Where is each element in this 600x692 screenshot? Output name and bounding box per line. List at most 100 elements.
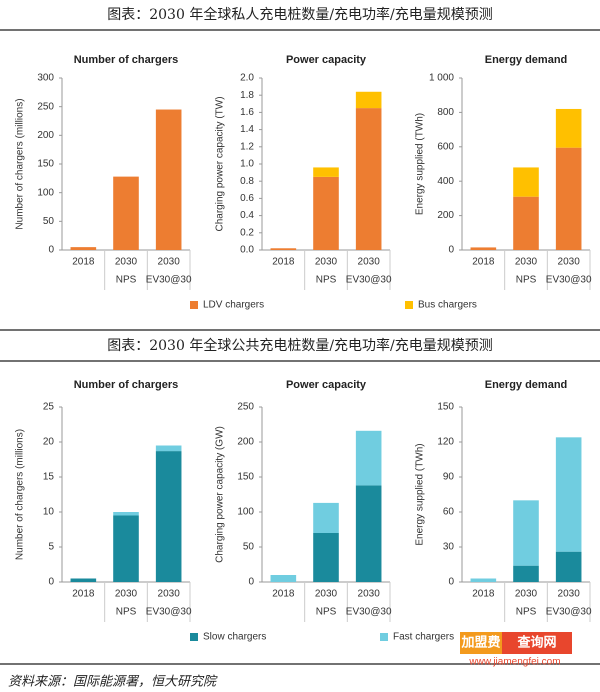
x-tick-label: 2018 [72, 589, 95, 600]
y-tick-label: 150 [37, 159, 54, 170]
x-tick-label: 2018 [72, 257, 95, 268]
y-tick-label: 0.6 [240, 193, 254, 204]
legend-label: LDV chargers [203, 300, 264, 311]
bar-segment [113, 512, 139, 516]
bar-segment [155, 445, 182, 452]
bar-segment [113, 515, 139, 582]
bar-segment [513, 196, 539, 250]
y-axis-label: Number of chargers (millions) [15, 429, 26, 560]
y-tick-label: 1.4 [240, 124, 254, 135]
bar-segment [513, 167, 539, 197]
bar-segment [555, 437, 582, 552]
y-tick-label: 150 [237, 472, 254, 483]
x-tick-label: 2030 [158, 589, 181, 600]
bar-segment [513, 500, 539, 566]
x-tick-label: EV30@30 [546, 275, 592, 286]
y-tick-label: 0.4 [240, 210, 254, 221]
x-tick-label: NPS [116, 275, 137, 286]
y-axis-label: Charging power capacity (GW) [215, 426, 226, 563]
y-tick-label: 100 [37, 187, 54, 198]
y-tick-label: 15 [43, 472, 55, 483]
x-tick-label: 2018 [472, 589, 495, 600]
x-tick-label: EV30@30 [146, 275, 192, 286]
x-tick-label: 2030 [315, 589, 338, 600]
y-axis-label: Charging power capacity (TW) [215, 96, 226, 231]
x-tick-label: 2030 [158, 257, 181, 268]
y-tick-label: 0 [248, 577, 254, 588]
x-tick-label: 2030 [315, 257, 338, 268]
watermark: 加盟费 [460, 634, 500, 649]
y-tick-label: 100 [237, 507, 254, 518]
bar-segment [555, 108, 582, 148]
bar-segment [355, 108, 382, 250]
y-tick-label: 0.0 [240, 245, 254, 256]
chart-title: Energy demand [485, 54, 568, 66]
y-tick-label: 0.8 [240, 176, 254, 187]
y-tick-label: 20 [43, 437, 55, 448]
bar-segment [313, 176, 339, 250]
y-tick-label: 0 [448, 577, 454, 588]
watermark: 查询网 [516, 634, 556, 649]
y-tick-label: 200 [437, 210, 454, 221]
watermark: www.jiamengfei.com [468, 657, 560, 668]
y-tick-label: 1.2 [240, 141, 254, 152]
x-tick-label: 2030 [558, 589, 581, 600]
bar-segment [355, 91, 382, 109]
y-tick-label: 250 [37, 101, 54, 112]
y-tick-label: 200 [237, 437, 254, 448]
bar-segment [113, 176, 139, 250]
legend-label: Slow chargers [203, 632, 266, 643]
watermark-box [460, 632, 502, 654]
y-axis-label: Energy supplied (TWh) [415, 113, 426, 215]
y-tick-label: 250 [237, 402, 254, 413]
y-tick-label: 0 [48, 577, 54, 588]
y-tick-label: 0 [448, 245, 454, 256]
y-tick-label: 1.6 [240, 107, 254, 118]
legend-swatch [190, 301, 198, 309]
bar-segment [155, 451, 182, 582]
x-tick-label: 2030 [515, 257, 538, 268]
x-tick-label: 2030 [358, 589, 381, 600]
y-tick-label: 1.0 [240, 159, 254, 170]
y-tick-label: 600 [437, 141, 454, 152]
chart-title: Power capacity [286, 54, 367, 66]
chart-title: Energy demand [485, 379, 568, 391]
y-tick-label: 0 [48, 245, 54, 256]
bar-segment [355, 430, 382, 486]
x-tick-label: NPS [116, 607, 137, 618]
bar-segment [70, 247, 97, 250]
y-tick-label: 10 [43, 507, 55, 518]
y-tick-label: 30 [443, 542, 455, 553]
bar-segment [313, 502, 339, 533]
x-tick-label: EV30@30 [346, 275, 392, 286]
y-tick-label: 60 [443, 507, 455, 518]
x-tick-label: NPS [516, 607, 537, 618]
bar-segment [270, 575, 297, 582]
y-tick-label: 1.8 [240, 90, 254, 101]
y-tick-label: 1 000 [429, 73, 454, 84]
x-tick-label: EV30@30 [346, 607, 392, 618]
x-tick-label: 2018 [472, 257, 495, 268]
legend-swatch [190, 633, 198, 641]
x-tick-label: 2018 [272, 257, 295, 268]
x-tick-label: 2030 [515, 589, 538, 600]
bar-segment [513, 565, 539, 582]
panel-title: 图表：2030 年全球公共充电桩数量/充电功率/充电量规模预测 [107, 337, 493, 354]
watermark-box [502, 632, 572, 654]
x-tick-label: NPS [316, 275, 337, 286]
legend-swatch [380, 633, 388, 641]
bar-segment [470, 247, 497, 250]
y-tick-label: 300 [37, 73, 54, 84]
x-tick-label: EV30@30 [546, 607, 592, 618]
x-tick-label: 2030 [358, 257, 381, 268]
y-tick-label: 0.2 [240, 227, 254, 238]
bar-segment [270, 248, 297, 250]
bar-segment [355, 485, 382, 582]
x-tick-label: 2030 [115, 589, 138, 600]
bar-segment [470, 578, 497, 582]
legend-label: Fast chargers [393, 632, 454, 643]
x-tick-label: EV30@30 [146, 607, 192, 618]
y-tick-label: 400 [437, 176, 454, 187]
chart-title: Number of chargers [74, 379, 179, 391]
bar-segment [313, 533, 339, 582]
